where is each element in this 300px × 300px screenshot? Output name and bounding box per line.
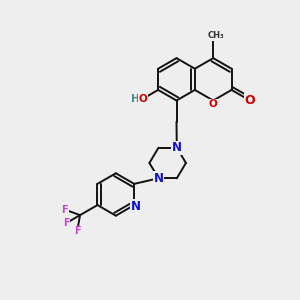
Text: O: O [209,99,218,109]
Text: F: F [74,226,80,236]
Text: N: N [172,141,182,154]
Text: O: O [244,94,255,107]
Text: O: O [139,94,147,103]
Text: N: N [131,200,141,213]
Text: F: F [63,218,69,228]
Text: N: N [154,172,164,185]
Text: CH₃: CH₃ [207,31,224,40]
Text: F: F [61,205,68,214]
Text: H: H [131,94,140,103]
